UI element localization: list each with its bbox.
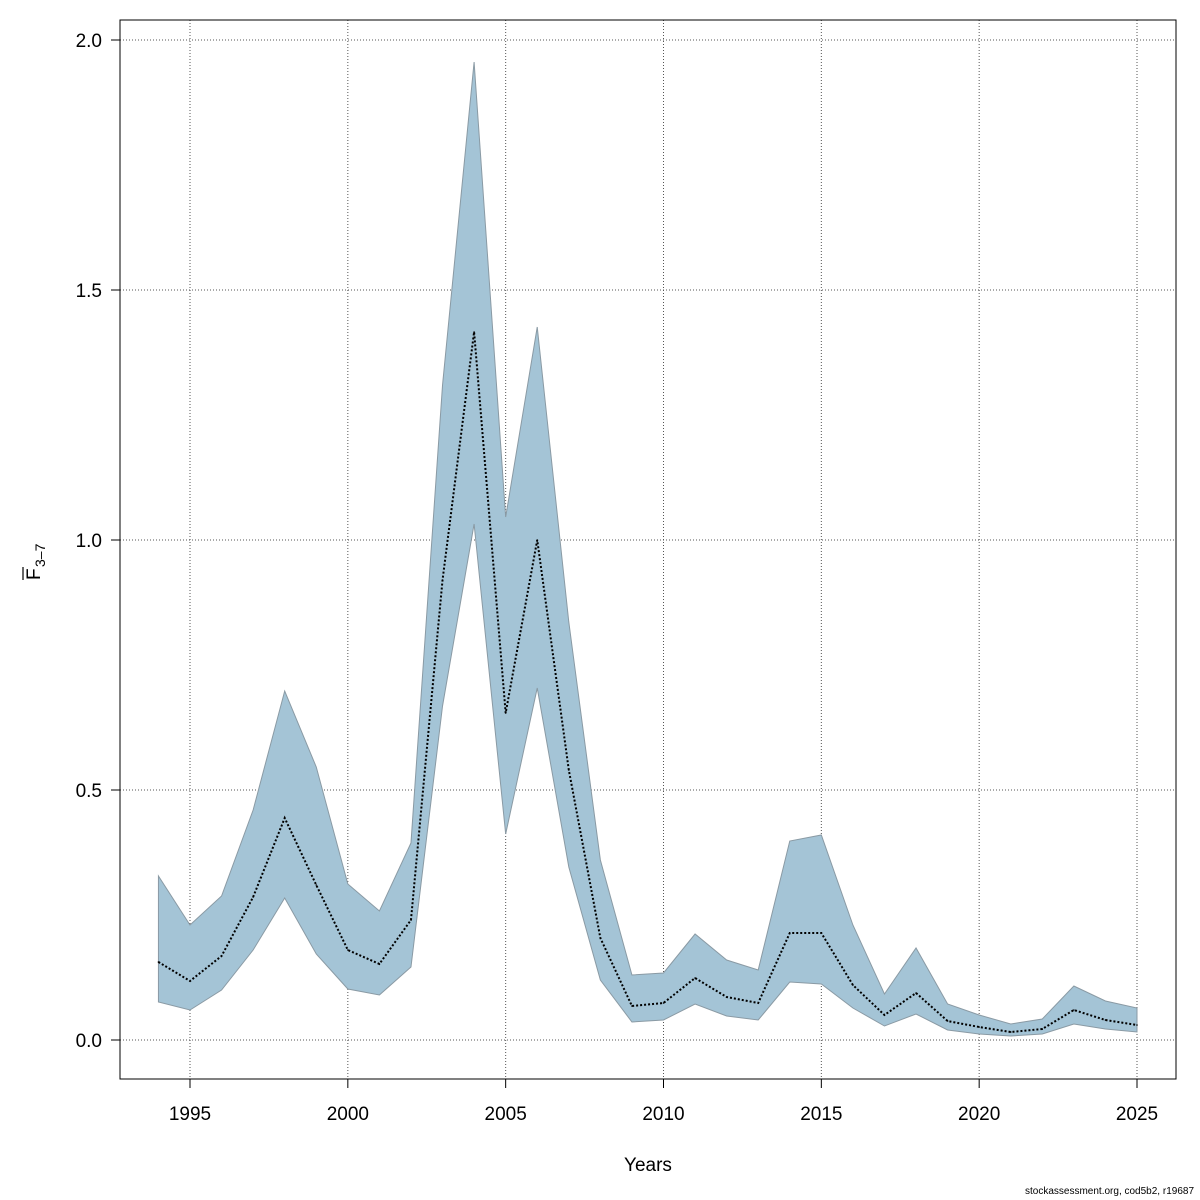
- estimate-point: [599, 937, 602, 939]
- estimate-point: [788, 932, 791, 934]
- estimate-point: [1009, 1031, 1012, 1033]
- estimate-point: [694, 977, 696, 979]
- estimate-point: [252, 896, 254, 898]
- estimate-point: [1104, 1019, 1107, 1021]
- estimate-point: [189, 980, 191, 982]
- x-tick-label: 2015: [800, 1104, 842, 1125]
- x-tick-label: 1995: [169, 1104, 211, 1125]
- y-tick-label: 0.5: [76, 781, 102, 802]
- estimate-point: [820, 932, 823, 934]
- x-tick-label: 2005: [485, 1104, 527, 1125]
- estimate-point: [441, 579, 444, 581]
- estimate-point: [1136, 1024, 1138, 1026]
- estimate-point: [1041, 1028, 1044, 1030]
- estimate-point: [157, 961, 160, 963]
- x-tick-label: 2025: [1116, 1104, 1158, 1125]
- y-axis-label: F 3–7: [22, 543, 48, 580]
- estimate-point: [378, 963, 381, 965]
- y-tick-label: 1.5: [76, 281, 102, 302]
- estimate-point: [220, 955, 223, 957]
- estimate-point: [1073, 1009, 1075, 1011]
- estimate-point: [915, 992, 917, 994]
- estimate-point: [662, 1002, 665, 1004]
- plot-frame: [119, 19, 1177, 1080]
- y-axis-label-main: F: [24, 568, 45, 580]
- y-tick-label: 1.0: [76, 531, 102, 552]
- estimate-point: [631, 1005, 633, 1007]
- estimate-point: [536, 539, 539, 541]
- y-tick-label: 0.0: [76, 1031, 102, 1052]
- y-axis: 0.0 0.5 1.0 1.5 2.0: [76, 31, 120, 1052]
- x-tick-label: 2020: [958, 1104, 1000, 1125]
- confidence-band: [157, 61, 1138, 1037]
- grid-lines: [120, 20, 1176, 1079]
- estimate-point: [568, 769, 570, 771]
- footer-credit: stockassessment.org, cod5b2, r19687: [1025, 1186, 1194, 1197]
- x-tick-label: 2010: [642, 1104, 684, 1125]
- estimate-line: [157, 331, 1138, 1034]
- estimate-point: [883, 1014, 886, 1016]
- estimate-point: [473, 331, 475, 333]
- confidence-band-polygon: [157, 61, 1138, 1037]
- estimate-point: [283, 817, 286, 819]
- estimate-point: [852, 984, 854, 986]
- x-tick-label: 2000: [327, 1104, 369, 1125]
- estimate-point: [347, 949, 349, 951]
- estimate-point: [757, 1002, 759, 1004]
- estimate-point: [315, 884, 318, 886]
- estimate-polyline: [157, 331, 1138, 1034]
- estimate-point: [504, 712, 507, 714]
- estimate-point: [410, 919, 412, 921]
- y-axis-label-subscript: 3–7: [32, 543, 48, 567]
- x-axis: 1995 2000 2005 2010 2015 2020 2025: [169, 1079, 1158, 1125]
- estimate-point: [946, 1020, 949, 1022]
- x-axis-label: Years: [624, 1155, 672, 1176]
- estimate-point: [978, 1026, 980, 1028]
- estimate-point: [725, 996, 728, 998]
- y-tick-label: 2.0: [76, 31, 102, 52]
